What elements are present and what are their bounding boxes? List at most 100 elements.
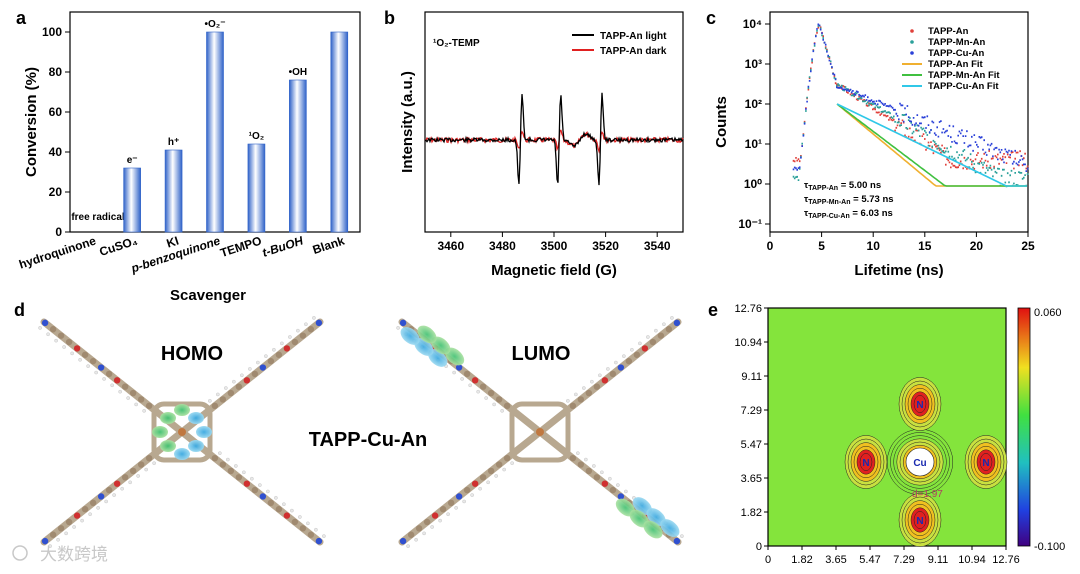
atom <box>105 370 113 378</box>
orbital-lobe <box>431 336 451 355</box>
hydrogen-atom <box>460 377 464 381</box>
atom <box>431 512 439 519</box>
hydrogen-atom <box>232 379 236 384</box>
x-tick-label: 0 <box>767 239 774 253</box>
hydrogen-atom <box>662 322 666 327</box>
fit-series-0 <box>836 103 1027 187</box>
atom <box>283 512 291 519</box>
molecule-arm <box>536 318 682 436</box>
atom <box>89 357 97 365</box>
hydrogen-atom <box>70 351 74 356</box>
orbital-lobe <box>629 509 649 528</box>
contour <box>913 395 927 413</box>
x-tick-label: 5 <box>818 239 825 253</box>
atom <box>113 377 121 384</box>
atom <box>673 319 681 327</box>
y-tick-label: 7.29 <box>741 405 762 417</box>
atom-label-2: N <box>982 458 989 469</box>
bar-3 <box>206 31 224 233</box>
hydrogen-atom <box>470 493 474 497</box>
atom <box>495 396 503 403</box>
x-tick-label: 20 <box>970 239 984 253</box>
homo-label: HOMO <box>161 343 223 365</box>
bar-label-2: h⁺ <box>168 137 179 148</box>
atom <box>415 525 423 532</box>
x-tick-label: 3480 <box>489 239 516 253</box>
hydrogen-atom <box>274 496 278 500</box>
hydrogen-atom <box>296 328 300 333</box>
hydrogen-atom <box>452 370 456 375</box>
legend-marker-2 <box>910 51 914 55</box>
atom <box>81 351 89 358</box>
atom <box>121 383 129 390</box>
y-tick-label: 80 <box>49 65 63 79</box>
hydrogen-atom <box>312 316 316 320</box>
colorbar <box>1017 307 1031 547</box>
atom <box>479 383 487 390</box>
legend-light: TAPP-An light <box>600 31 667 42</box>
hydrogen-atom <box>600 470 604 475</box>
atom <box>633 351 641 358</box>
panel-c-xlabel: Lifetime (ns) <box>854 262 943 279</box>
hydrogen-atom <box>614 360 618 365</box>
hydrogen-atom <box>118 389 122 394</box>
lifetime-0: τTAPP-An = 5.00 ns <box>804 180 881 192</box>
scatter-series-2 <box>792 23 1029 172</box>
y-tick-label: 0 <box>756 541 762 553</box>
atom <box>129 467 137 475</box>
panel-b-x-ticks: 3460 3480 3500 3520 3540 <box>437 232 671 253</box>
atom <box>593 474 601 481</box>
hydrogen-atom <box>322 534 326 538</box>
atom <box>609 370 617 378</box>
atom <box>299 525 307 532</box>
atom <box>283 345 291 352</box>
atom <box>649 338 657 346</box>
hydrogen-atom <box>624 489 628 494</box>
hydrogen-atom <box>592 464 596 468</box>
hydrogen-atom <box>288 335 292 339</box>
atom <box>399 537 407 545</box>
y-tick-label: 3.65 <box>741 473 762 485</box>
hydrogen-atom <box>280 341 284 346</box>
x-tick-label: 5.47 <box>859 554 880 566</box>
hydrogen-atom <box>88 512 92 517</box>
y-tick-label: 1.82 <box>741 507 762 519</box>
atom <box>227 467 235 475</box>
panel-a-ylabel: Conversion (%) <box>23 67 40 177</box>
atom-label-3: N <box>916 516 923 527</box>
y-tick-label: 10³ <box>745 57 762 71</box>
hydrogen-atom <box>248 367 252 371</box>
y-tick-label: 40 <box>49 145 63 159</box>
atom <box>97 364 105 371</box>
atom <box>57 525 65 532</box>
orbital-lobe <box>160 412 176 424</box>
legend-label-2: TAPP-Cu-An <box>928 48 984 59</box>
legend-label-4: TAPP-Mn-An Fit <box>928 70 1000 81</box>
contour <box>859 453 873 471</box>
bar-1 <box>123 167 141 233</box>
x-tick-label: 25 <box>1021 239 1035 253</box>
hydrogen-atom <box>64 531 68 536</box>
atom <box>275 351 283 358</box>
panel-e-contours: Cu N N N Nd=1.97 <box>844 377 1008 547</box>
atom <box>129 389 137 397</box>
hydrogen-atom <box>218 451 222 455</box>
hydrogen-atom <box>226 457 230 462</box>
orbital-lobe <box>188 412 204 424</box>
panel-b-annotation: ¹O₂-TEMP <box>433 38 480 49</box>
y-tick-label: 12.76 <box>734 303 762 315</box>
x-tick-label: 3520 <box>592 239 619 253</box>
atom <box>65 338 73 346</box>
atom-label-1: N <box>916 400 923 411</box>
bar-label-4: ¹O₂ <box>249 131 265 142</box>
lifetime-2: τTAPP-Cu-An = 6.03 ns <box>804 208 893 220</box>
bar-label-0: free radical <box>71 212 125 223</box>
atom-label-0: Cu <box>913 458 926 469</box>
hydrogen-atom <box>112 493 116 497</box>
bar-label-5: •OH <box>289 67 308 78</box>
hydrogen-atom <box>422 531 426 536</box>
molecule-label: TAPP-Cu-An <box>309 429 428 451</box>
atom <box>49 326 57 333</box>
x-tick-label: 3460 <box>437 239 464 253</box>
